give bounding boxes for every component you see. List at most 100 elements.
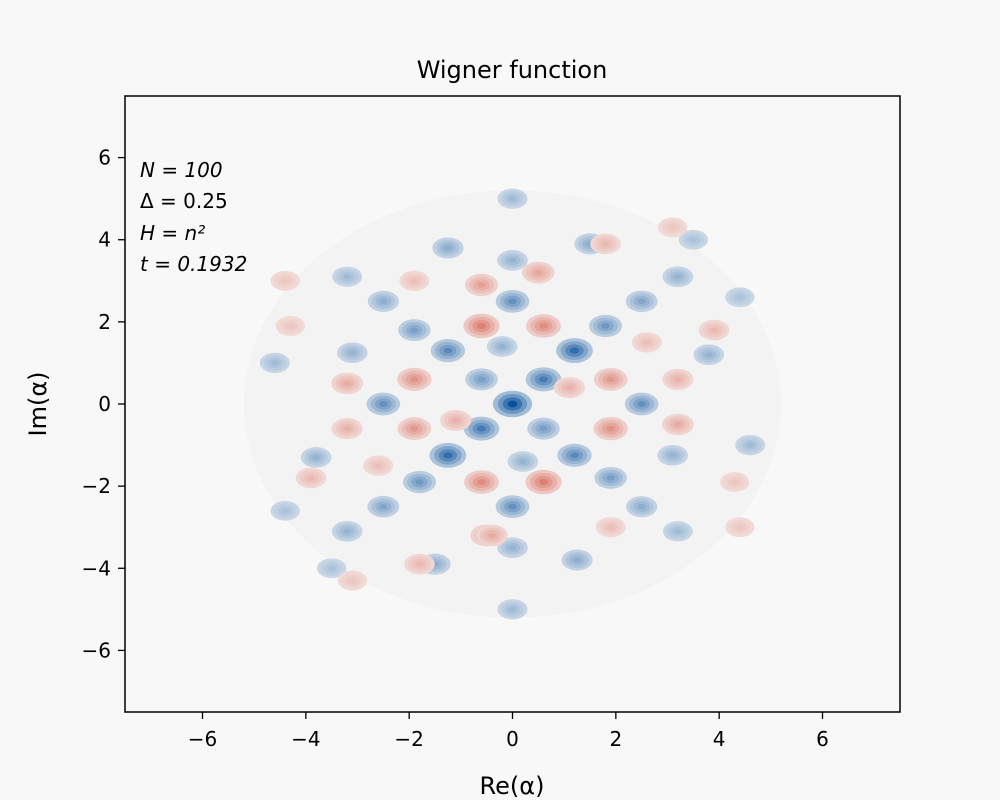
- positive-peak: [662, 266, 694, 288]
- contour-level: [374, 463, 382, 469]
- contour-level: [271, 360, 279, 366]
- negative-peak: [464, 470, 499, 494]
- contour-level: [637, 298, 646, 305]
- negative-peak: [331, 372, 364, 395]
- annotation-hamiltonian: H = n²: [140, 221, 205, 245]
- contour-level: [730, 479, 739, 485]
- contour-level: [668, 224, 677, 230]
- contour-level: [487, 532, 496, 539]
- contour-level: [348, 350, 357, 356]
- contour-level: [736, 524, 744, 530]
- negative-peak: [270, 270, 300, 291]
- positive-peak: [316, 558, 347, 579]
- contour-level: [415, 561, 424, 567]
- contour-level: [643, 339, 651, 345]
- contour-level: [281, 508, 289, 514]
- contour-level: [443, 452, 453, 459]
- negative-peak: [590, 233, 621, 255]
- x-tick-label: 4: [713, 727, 726, 751]
- y-tick-label: 4: [98, 228, 111, 252]
- contour-level: [736, 294, 744, 300]
- contour-level: [508, 257, 517, 263]
- annotation-delta: Δ = 0.25: [140, 189, 228, 213]
- contour-level: [281, 278, 289, 284]
- contour-level: [477, 425, 486, 432]
- y-tick-label: −4: [82, 556, 111, 580]
- negative-peak: [595, 517, 626, 538]
- contour-level: [689, 237, 698, 243]
- contour-level: [637, 401, 646, 407]
- positive-peak: [429, 442, 467, 468]
- contour-level: [570, 452, 579, 459]
- contour-level: [379, 298, 388, 304]
- contour-level: [674, 274, 682, 280]
- negative-peak: [725, 517, 755, 538]
- contour-level: [534, 269, 543, 276]
- x-tick-label: −6: [188, 727, 217, 751]
- negative-peak: [331, 418, 363, 440]
- x-tick-label: 6: [816, 727, 829, 751]
- x-tick-label: 0: [506, 727, 519, 751]
- y-tick-label: −2: [82, 474, 111, 498]
- contour-level: [519, 458, 527, 465]
- contour-level: [573, 557, 581, 563]
- negative-peak: [404, 553, 435, 575]
- contour-level: [601, 323, 610, 329]
- x-tick-label: −2: [394, 727, 423, 751]
- contour-level: [710, 327, 718, 333]
- positive-peak: [366, 392, 401, 416]
- annotation-N: N = 100: [140, 158, 223, 182]
- negative-peak: [337, 570, 368, 591]
- positive-peak: [492, 390, 533, 418]
- positive-peak: [525, 367, 562, 392]
- contour-level: [606, 376, 615, 383]
- x-tick-label: −4: [291, 727, 320, 751]
- positive-peak: [561, 549, 593, 571]
- negative-peak: [522, 261, 555, 284]
- negative-peak: [526, 314, 561, 338]
- contour-level: [673, 421, 682, 428]
- y-tick-label: −6: [82, 638, 111, 662]
- positive-peak: [497, 599, 528, 620]
- contour-level: [565, 384, 574, 391]
- negative-peak: [399, 270, 430, 291]
- positive-peak: [300, 447, 332, 468]
- contour-level: [569, 347, 580, 354]
- contour-level: [451, 417, 460, 424]
- contour-level: [508, 545, 517, 551]
- contour-level: [307, 475, 315, 481]
- negative-peak: [698, 319, 730, 341]
- y-tick-label: 6: [98, 146, 111, 170]
- contour-level: [410, 327, 419, 333]
- negative-peak: [463, 313, 500, 339]
- positive-peak: [486, 336, 518, 357]
- positive-peak: [626, 496, 658, 518]
- positive-peak: [497, 537, 528, 559]
- positive-peak: [693, 344, 725, 366]
- positive-peak: [497, 188, 528, 209]
- negative-peak: [397, 367, 432, 391]
- contour-level: [443, 347, 453, 354]
- contour-level: [539, 425, 548, 432]
- negative-peak: [397, 417, 432, 441]
- contour-level: [410, 278, 419, 284]
- negative-peak: [662, 368, 694, 390]
- positive-peak: [402, 470, 437, 494]
- contour-level: [507, 400, 518, 408]
- contour-level: [379, 503, 388, 510]
- positive-peak: [662, 521, 693, 542]
- contour-level: [674, 528, 682, 534]
- positive-peak: [337, 342, 368, 363]
- contour-level: [343, 274, 351, 280]
- positive-peak: [678, 229, 709, 250]
- y-axis: −6 −4 −2 0 2 4 6: [82, 146, 125, 662]
- positive-peak: [270, 500, 300, 521]
- contour-level: [673, 376, 682, 382]
- positive-peak: [557, 443, 592, 467]
- positive-peak: [495, 495, 530, 519]
- positive-peak: [657, 445, 688, 466]
- contour-level: [498, 343, 506, 350]
- negative-peak: [475, 524, 508, 547]
- chart-title: Wigner function: [417, 56, 608, 84]
